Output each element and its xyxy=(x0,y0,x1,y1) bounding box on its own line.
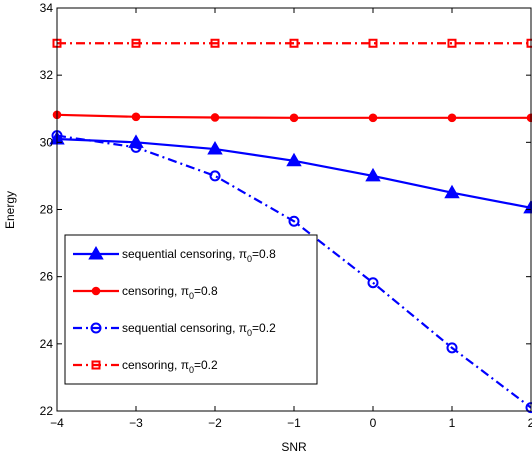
data-point-marker xyxy=(130,141,142,153)
series-layer xyxy=(49,38,532,414)
legend-label-subscript: 0 xyxy=(189,365,194,375)
data-point-marker xyxy=(444,184,460,199)
y-tick-label: 22 xyxy=(40,404,54,418)
x-axis-label: SNR xyxy=(281,440,307,454)
legend-box xyxy=(64,234,318,385)
data-point-marker xyxy=(210,113,220,122)
data-point-marker xyxy=(288,215,300,227)
x-tick-label: 0 xyxy=(370,416,377,430)
legend-label: sequential censoring, π0=0.2 xyxy=(122,321,276,338)
data-point-marker xyxy=(368,113,378,123)
y-tick-label: 28 xyxy=(40,203,54,217)
x-tick-label: −1 xyxy=(287,416,301,430)
legend-label-value: =0.8 xyxy=(252,247,276,261)
legend-label-subscript: 0 xyxy=(247,328,252,338)
data-point-marker xyxy=(209,170,221,182)
legend-label-main: sequential censoring, π xyxy=(122,247,247,261)
data-point-marker xyxy=(289,38,299,48)
data-point-marker xyxy=(447,113,457,123)
x-tick-label: −2 xyxy=(208,416,222,430)
legend-label-main: sequential censoring, π xyxy=(122,321,247,335)
x-tick-label: 1 xyxy=(449,416,456,430)
legend-marker-sample xyxy=(91,286,101,296)
y-tick-label: 34 xyxy=(40,1,54,15)
legend-label-subscript: 0 xyxy=(189,291,194,301)
y-axis-label: Energy xyxy=(3,191,17,229)
legend-label: sequential censoring, π0=0.8 xyxy=(122,247,276,264)
data-point-marker xyxy=(367,277,379,289)
legend-label-value: =0.2 xyxy=(194,358,218,372)
legend-label-main: censoring, π xyxy=(122,358,189,372)
legend-label: censoring, π0=0.2 xyxy=(122,358,218,375)
legend-marker-sample xyxy=(91,360,101,370)
legend-item: censoring, π0=0.8 xyxy=(73,284,218,301)
data-point-marker xyxy=(131,112,141,122)
series-seq02 xyxy=(51,130,532,414)
legend-label-subscript: 0 xyxy=(247,254,252,264)
data-point-marker xyxy=(365,167,381,182)
y-tick-label: 26 xyxy=(40,270,54,284)
legend-label: censoring, π0=0.8 xyxy=(122,284,218,301)
data-point-marker xyxy=(368,38,378,48)
x-tick-label: −3 xyxy=(129,416,143,430)
data-point-marker xyxy=(207,141,223,155)
legend-item: sequential censoring, π0=0.8 xyxy=(73,245,276,264)
data-point-marker xyxy=(131,38,141,48)
y-tick-label: 32 xyxy=(40,68,54,82)
legend-item: sequential censoring, π0=0.2 xyxy=(73,321,276,338)
legend-marker-sample xyxy=(88,245,104,260)
data-point-marker xyxy=(446,342,458,354)
legend-item: censoring, π0=0.2 xyxy=(73,358,218,375)
series-line xyxy=(56,134,532,409)
data-point-marker xyxy=(289,113,299,123)
y-tick-label: 24 xyxy=(40,337,54,351)
data-point-marker xyxy=(286,152,302,167)
legend-label-value: =0.8 xyxy=(194,284,218,298)
x-tick-label: 2 xyxy=(528,416,532,430)
legend-label-main: censoring, π xyxy=(122,284,189,298)
legend-label-value: =0.2 xyxy=(252,321,276,335)
y-tick-label: 30 xyxy=(40,135,54,149)
x-tick-label: −4 xyxy=(50,416,64,430)
data-point-marker xyxy=(210,38,220,48)
data-point-marker xyxy=(447,38,457,48)
legend-marker-sample xyxy=(90,322,102,334)
